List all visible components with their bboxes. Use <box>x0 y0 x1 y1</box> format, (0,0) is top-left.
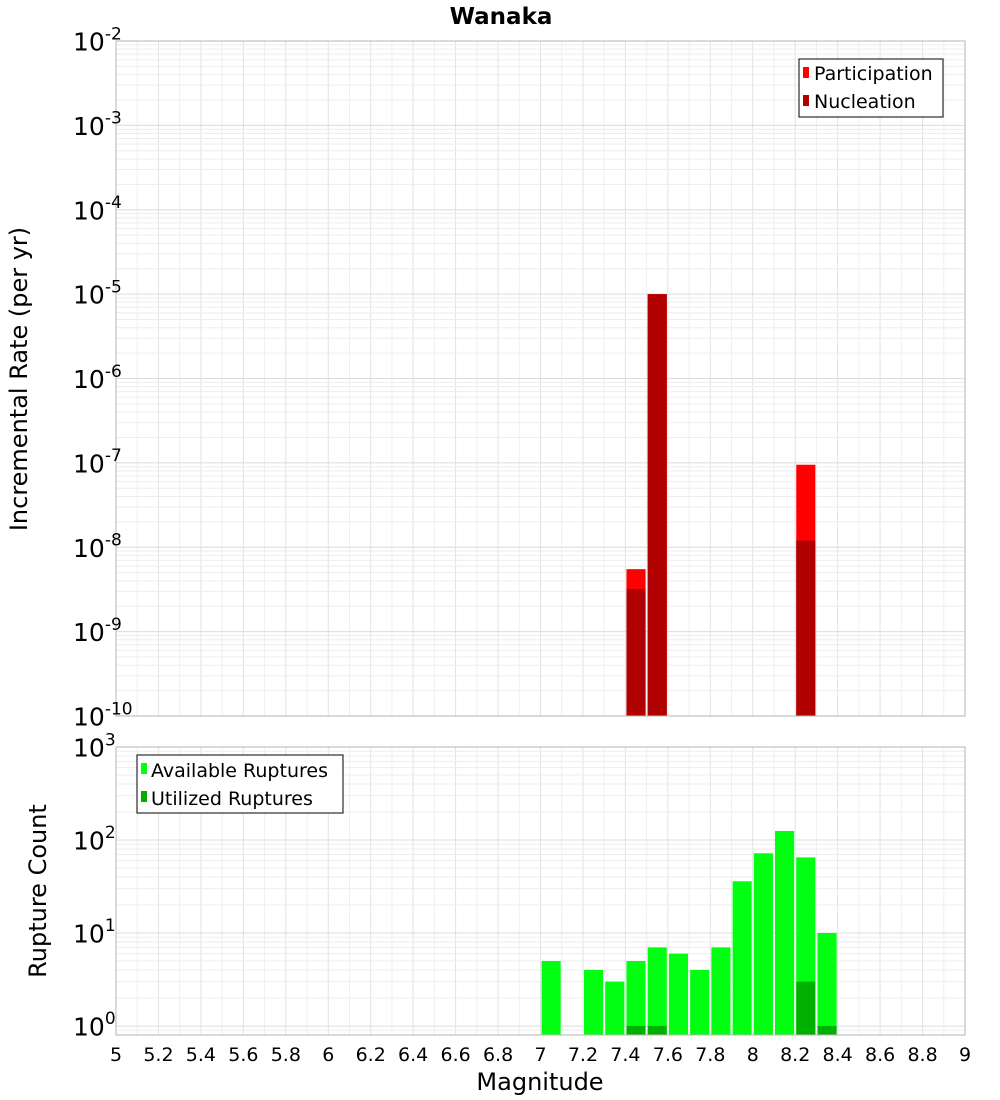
x-tick-label: 7.8 <box>695 1044 725 1066</box>
x-tick-label: 8.6 <box>865 1044 895 1066</box>
count-bar-a <box>668 953 689 1035</box>
count-panel: 100 101 102 103 5 5.2 5.4 5.6 5.8 6 6.2 6.4 6.6 6.8 7… <box>24 730 971 1096</box>
count-bar-a <box>541 960 561 1035</box>
y-tick-label: 10-9 <box>73 615 122 647</box>
nucleation-legend-swatch <box>803 95 809 106</box>
x-tick-label: 5.8 <box>271 1044 301 1066</box>
count-bar-a <box>584 969 604 1035</box>
count-bar-a <box>753 853 773 1035</box>
available-legend-swatch <box>141 763 147 774</box>
x-tick-label: 7.2 <box>568 1044 598 1066</box>
x-tick-label: 5.4 <box>186 1044 216 1066</box>
count-bar-b <box>626 1025 646 1035</box>
y-tick-label: 101 <box>73 916 116 948</box>
count-bar-a <box>647 947 667 1035</box>
count-bar-a <box>817 932 837 1035</box>
count-bar-a <box>605 981 625 1035</box>
y-tick-label: 10-2 <box>73 24 122 56</box>
count-bar-a <box>775 830 795 1035</box>
count-legend-box <box>136 754 344 814</box>
y-tick-label: 102 <box>73 823 116 855</box>
x-tick-label: 5.2 <box>143 1044 173 1066</box>
rate-gridlines <box>115 40 966 717</box>
x-tick-label: 8 <box>747 1044 759 1066</box>
available-legend-label: Available Ruptures <box>151 760 328 782</box>
chart-title: Wanaka <box>450 4 553 30</box>
x-tick-label: 5 <box>110 1044 122 1066</box>
count-bar-a <box>711 947 731 1035</box>
rate-panel: 10-10 10-9 10-8 10-7 10-6 10-5 10-4 10-3 10-2 In… <box>5 24 966 732</box>
y-tick-label: 10-8 <box>73 531 122 563</box>
rate-legend: Participation Nucleation <box>798 58 944 118</box>
y-tick-label: 10-4 <box>73 193 122 225</box>
rate-bar-b <box>796 540 816 716</box>
x-tick-label: 9 <box>959 1044 971 1066</box>
count-y-axis-label: Rupture Count <box>24 804 52 978</box>
rate-y-tick-labels: 10-10 10-9 10-8 10-7 10-6 10-5 10-4 10-3 10-2 <box>73 24 133 731</box>
rate-plot-border <box>115 40 966 717</box>
count-x-tick-labels: 5 5.2 5.4 5.6 5.8 6 6.2 6.4 6.6 6.8 7 7.2 7.4 7.6 7.8 8… <box>110 1044 971 1066</box>
count-bar-b <box>647 1025 667 1035</box>
count-bar-b <box>817 1025 837 1035</box>
utilized-legend-label: Utilized Ruptures <box>151 788 313 810</box>
y-tick-label: 10-5 <box>73 277 122 309</box>
x-tick-label: 5.6 <box>228 1044 258 1066</box>
y-tick-label: 10-10 <box>73 699 133 731</box>
count-bars <box>541 830 837 1035</box>
x-tick-label: 6 <box>322 1044 334 1066</box>
count-bar-a <box>732 881 752 1035</box>
count-plot-border <box>115 746 966 1036</box>
x-tick-label: 8.2 <box>780 1044 810 1066</box>
x-tick-label: 6.2 <box>356 1044 386 1066</box>
x-axis-label: Magnitude <box>476 1068 603 1096</box>
nucleation-legend-label: Nucleation <box>814 91 916 113</box>
count-bar-b <box>796 981 816 1035</box>
count-bar-a <box>626 960 646 1035</box>
count-legend: Available Ruptures Utilized Ruptures <box>136 754 344 814</box>
y-tick-label: 103 <box>73 730 116 762</box>
x-tick-label: 7.6 <box>653 1044 683 1066</box>
rate-y-axis-label: Incremental Rate (per yr) <box>5 227 33 531</box>
utilized-legend-swatch <box>141 791 147 802</box>
x-tick-label: 6.4 <box>398 1044 428 1066</box>
x-tick-label: 6.8 <box>483 1044 513 1066</box>
x-tick-label: 8.8 <box>907 1044 937 1066</box>
x-tick-label: 8.4 <box>823 1044 853 1066</box>
count-bar-a <box>690 969 710 1035</box>
y-tick-label: 10-7 <box>73 446 122 478</box>
y-tick-label: 10-3 <box>73 109 122 141</box>
x-tick-label: 6.6 <box>440 1044 470 1066</box>
x-tick-label: 7.4 <box>610 1044 640 1066</box>
rate-bars <box>626 294 816 716</box>
x-tick-label: 7 <box>534 1044 546 1066</box>
participation-legend-swatch <box>803 67 809 78</box>
rate-bar-b <box>647 294 667 716</box>
y-tick-label: 10-6 <box>73 362 122 394</box>
y-tick-label: 100 <box>73 1009 116 1041</box>
rate-legend-box <box>798 58 944 118</box>
rate-bar-b <box>626 589 646 716</box>
participation-legend-label: Participation <box>814 63 933 85</box>
count-y-tick-labels: 100 101 102 103 <box>73 730 116 1041</box>
